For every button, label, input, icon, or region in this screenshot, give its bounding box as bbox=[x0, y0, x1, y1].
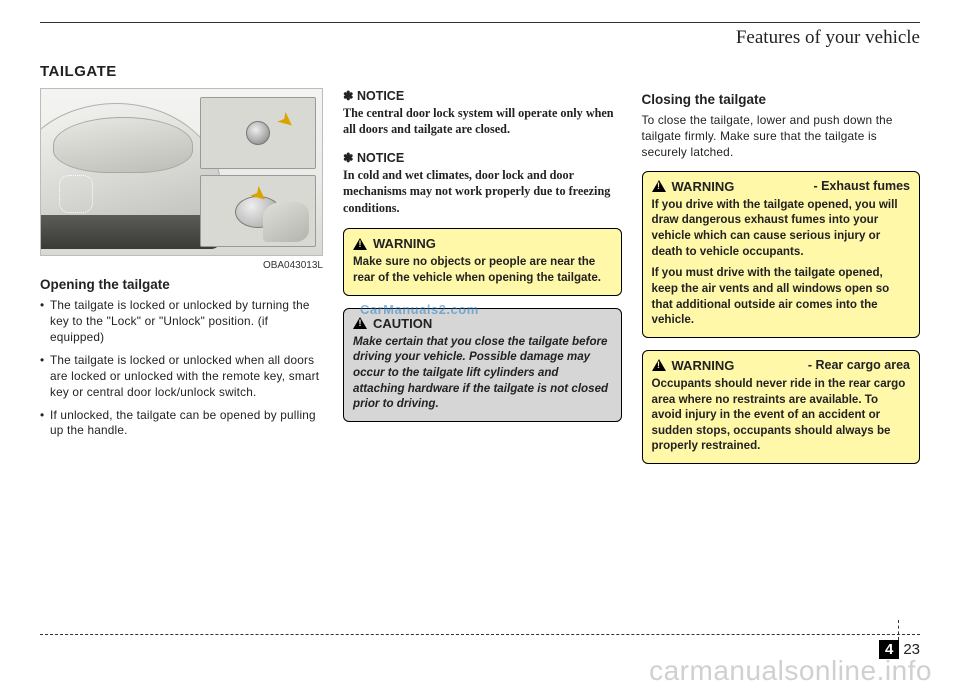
warning-icon bbox=[353, 238, 367, 250]
warning-subtitle: - Rear cargo area bbox=[808, 358, 910, 372]
column-3: Closing the tailgate To close the tailga… bbox=[642, 88, 921, 476]
site-watermark: carmanualsonline.info bbox=[649, 655, 932, 687]
illustration-code: OBA043013L bbox=[40, 260, 323, 271]
notice-text: In cold and wet climates, door lock and … bbox=[343, 167, 622, 216]
warning-box-exhaust: WARNING - Exhaust fumes If you drive wit… bbox=[642, 171, 921, 338]
warning-paragraph: If you drive with the tailgate opened, y… bbox=[652, 197, 911, 260]
bullet-item: If unlocked, the tailgate can be opened … bbox=[40, 408, 323, 440]
notice-label: ✽ NOTICE bbox=[343, 150, 622, 165]
caution-title: CAUTION bbox=[373, 316, 432, 331]
notice-label: ✽ NOTICE bbox=[343, 88, 622, 103]
opening-bullets: The tailgate is locked or unlocked by tu… bbox=[40, 298, 323, 439]
caution-box: CAUTION Make certain that you close the … bbox=[343, 308, 622, 422]
warning-title: WARNING bbox=[672, 179, 735, 194]
closing-body: To close the tailgate, lower and push do… bbox=[642, 113, 921, 161]
caution-body: Make certain that you close the tailgate… bbox=[353, 334, 612, 412]
bullet-item: The tailgate is locked or unlocked by tu… bbox=[40, 298, 323, 346]
closing-subhead: Closing the tailgate bbox=[642, 92, 921, 107]
warning-subtitle: - Exhaust fumes bbox=[813, 179, 910, 193]
warning-icon bbox=[652, 180, 666, 192]
warning-title: WARNING bbox=[373, 236, 436, 251]
caution-icon bbox=[353, 317, 367, 329]
opening-subhead: Opening the tailgate bbox=[40, 277, 323, 292]
warning-box-cargo: WARNING - Rear cargo area Occupants shou… bbox=[642, 350, 921, 464]
warning-body: Occupants should never ride in the rear … bbox=[652, 376, 911, 454]
chapter-title: Features of your vehicle bbox=[40, 27, 920, 49]
warning-icon bbox=[652, 359, 666, 371]
notice-text: The central door lock system will operat… bbox=[343, 105, 622, 138]
bullet-item: The tailgate is locked or unlocked when … bbox=[40, 353, 323, 401]
warning-box: WARNING Make sure no objects or people a… bbox=[343, 228, 622, 295]
warning-body: Make sure no objects or people are near … bbox=[353, 254, 612, 285]
footer-rule bbox=[40, 634, 920, 635]
warning-title: WARNING bbox=[672, 358, 735, 373]
section-title: TAILGATE bbox=[40, 63, 920, 80]
column-1: ➤ ➤ OBA043013L Opening the tailgate The … bbox=[40, 88, 323, 476]
tailgate-illustration: ➤ ➤ bbox=[40, 88, 323, 256]
warning-paragraph: If you must drive with the tailgate open… bbox=[652, 265, 911, 328]
column-2: ✽ NOTICE The central door lock system wi… bbox=[343, 88, 622, 476]
header-rule bbox=[40, 22, 920, 23]
